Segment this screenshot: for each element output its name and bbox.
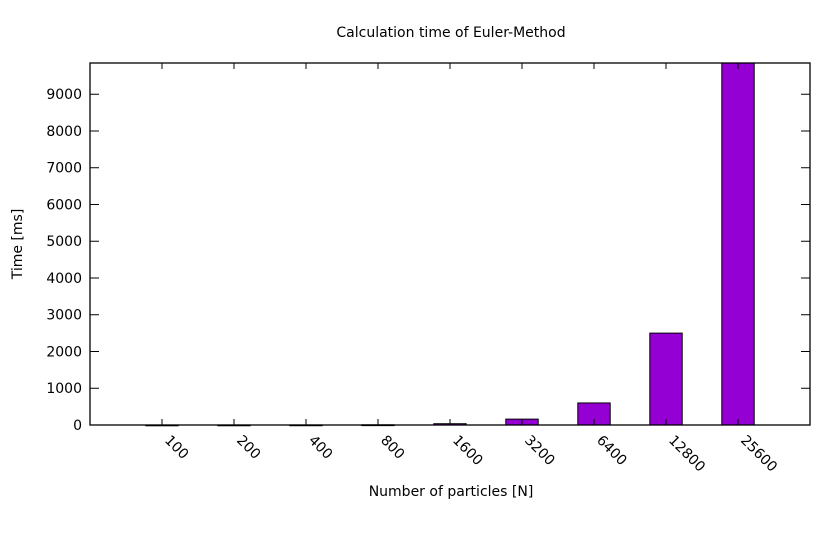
- x-tick-label-200: 200: [233, 433, 263, 463]
- plot-frame: [89, 62, 811, 426]
- x-tick-label-1600: 1600: [449, 433, 486, 470]
- x-axis-label: Number of particles [N]: [369, 484, 534, 500]
- y-tick-label-6000: 6000: [46, 197, 82, 213]
- y-tick-label-4000: 4000: [46, 271, 82, 287]
- y-tick-label-3000: 3000: [46, 308, 82, 324]
- x-tick-label-12800: 12800: [665, 433, 708, 476]
- bar-12800: [649, 332, 683, 426]
- chart-title: Calculation time of Euler-Method: [336, 25, 565, 41]
- y-tick-label-8000: 8000: [46, 124, 82, 140]
- y-tick-label-9000: 9000: [46, 87, 82, 103]
- x-tick-label-3200: 3200: [521, 433, 558, 470]
- y-tick-label-7000: 7000: [46, 161, 82, 177]
- x-tick-label-100: 100: [161, 433, 191, 463]
- y-axis-label: Time [ms]: [10, 209, 26, 281]
- y-tick-label-1000: 1000: [46, 381, 82, 397]
- x-tick-label-6400: 6400: [593, 433, 630, 470]
- y-tick-label-5000: 5000: [46, 234, 82, 250]
- y-tick-label-2000: 2000: [46, 344, 82, 360]
- y-tick-label-0: 0: [73, 418, 82, 434]
- x-tick-label-400: 400: [305, 433, 335, 463]
- x-tick-label-800: 800: [377, 433, 407, 463]
- x-tick-label-25600: 25600: [737, 433, 780, 476]
- bar-25600: [721, 62, 755, 426]
